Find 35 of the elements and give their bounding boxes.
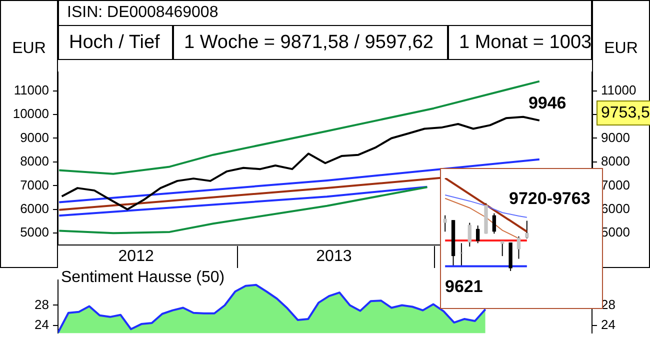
y-tick-label: 10000 xyxy=(12,106,49,122)
y-tick-label: 9000 xyxy=(20,130,49,145)
y2-tick-label: 11000 xyxy=(601,82,636,98)
y-tick-label: 11000 xyxy=(14,82,49,98)
y-tick-label: 6000 xyxy=(20,200,49,216)
annotation: 9720-9763 xyxy=(509,189,590,209)
y2-axis-title: EUR xyxy=(604,40,638,58)
candlestick xyxy=(460,242,464,267)
y-tick-label: 5000 xyxy=(20,224,49,240)
text: 1 Woche = 9871,58 / 9597,62 xyxy=(173,25,448,60)
candlestick xyxy=(500,240,504,257)
x-tick-label: 2012 xyxy=(118,248,154,266)
text: 9753,5 xyxy=(601,104,650,122)
candlestick xyxy=(516,236,521,260)
candlestick xyxy=(492,212,496,234)
chart-title: Sentiment Hausse (50) xyxy=(61,269,225,287)
candlestick xyxy=(476,225,480,244)
y2-tick-label: 9000 xyxy=(601,130,630,145)
y-tick-label: 24 xyxy=(34,317,49,332)
annotation: 9621 xyxy=(445,277,483,297)
candlestick xyxy=(525,220,529,239)
text: Hoch / Tief xyxy=(58,25,173,60)
text: 1 Monat = 1003 xyxy=(448,25,592,60)
y-axis-title: EUR xyxy=(12,40,46,58)
y-tick-label: 28 xyxy=(34,296,49,312)
y-tick-label: 7000 xyxy=(20,177,49,192)
y2-tick-label: 7000 xyxy=(601,177,630,192)
y2-tick-label: 8000 xyxy=(601,154,630,169)
annotation: 9946 xyxy=(528,93,566,112)
candlestick xyxy=(443,214,447,232)
chart-title: ISIN: DE0008469008 xyxy=(58,0,592,26)
y-tick-label: 8000 xyxy=(20,154,49,169)
candlestick xyxy=(468,222,472,248)
y2-tick-label: 24 xyxy=(601,317,616,332)
x-tick-label: 2013 xyxy=(316,248,352,266)
